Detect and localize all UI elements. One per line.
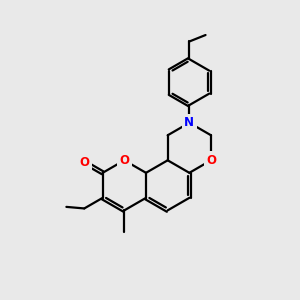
Text: O: O <box>119 154 129 167</box>
Text: O: O <box>206 154 216 167</box>
Text: N: N <box>184 116 194 129</box>
Text: O: O <box>79 156 89 169</box>
